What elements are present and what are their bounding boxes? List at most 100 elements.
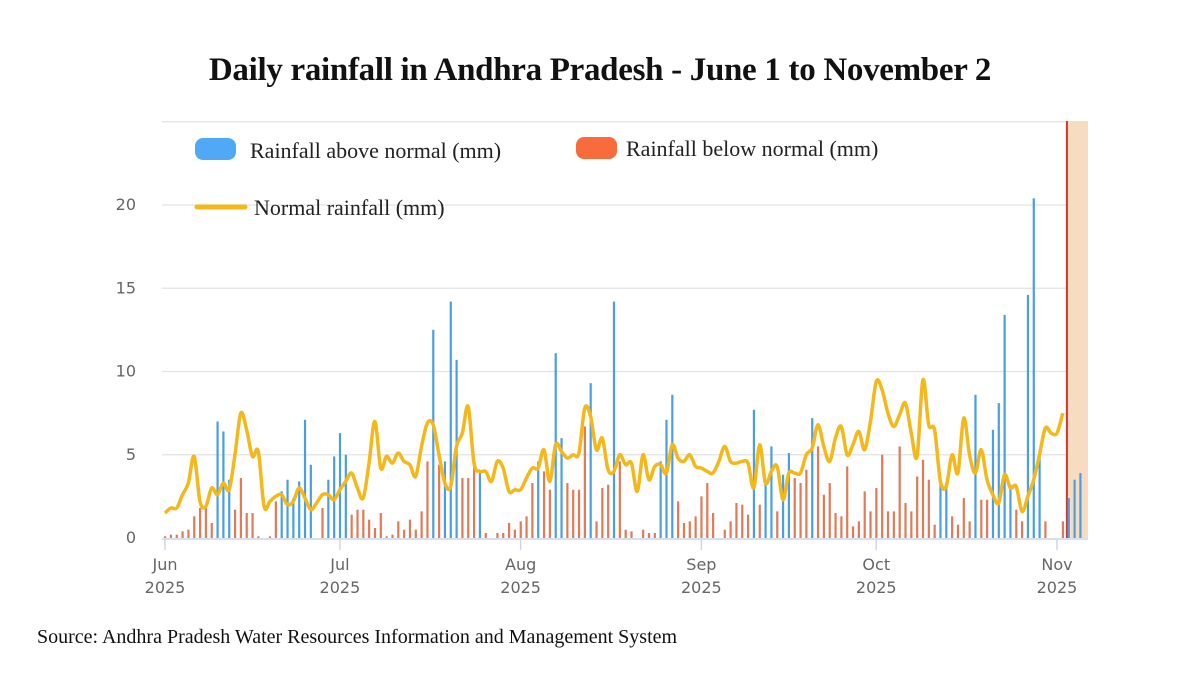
bar-above-normal [671, 394, 674, 538]
bar-below-normal [362, 509, 365, 538]
bar-above-normal [945, 483, 948, 538]
bar-above-normal [811, 418, 814, 538]
bar-below-normal [496, 533, 499, 538]
bar-below-normal [507, 523, 511, 538]
bar-above-normal [939, 479, 942, 538]
bar-above-normal [1073, 479, 1076, 538]
x-tick-label: Aug [505, 555, 536, 574]
bar-above-normal [1026, 294, 1030, 538]
bar-below-normal [233, 509, 237, 538]
bar-above-normal [787, 453, 791, 538]
legend: Rainfall above normal (mm) Rainfall belo… [194, 136, 878, 220]
bar-below-normal [268, 536, 272, 538]
bar-above-normal [303, 419, 307, 538]
legend-swatch-below[interactable] [576, 137, 617, 159]
bar-below-normal [321, 508, 324, 538]
bar-above-normal [344, 454, 347, 538]
bar-below-normal [397, 521, 400, 538]
bar-below-normal [840, 516, 843, 538]
bar-below-normal [583, 426, 586, 538]
bar-below-normal [986, 499, 989, 538]
bar-below-normal [169, 534, 173, 538]
legend-label-below[interactable]: Rainfall below normal (mm) [626, 136, 878, 161]
bar-below-normal [251, 513, 254, 538]
bar-below-normal [519, 521, 522, 538]
bar-below-normal [198, 508, 202, 538]
normal-rainfall-line [163, 378, 1065, 515]
bar-below-normal [956, 524, 960, 538]
bar-above-normal [280, 491, 283, 538]
bar-below-normal [857, 521, 860, 538]
bar-below-normal [793, 478, 796, 538]
y-axis-ticks: 0 5 10 15 20 [116, 195, 136, 547]
bar-below-normal [968, 521, 971, 538]
bar-below-normal [566, 483, 569, 538]
bar-below-normal [403, 529, 406, 538]
bar-below-normal [350, 514, 353, 538]
bar-below-normal [933, 524, 936, 538]
bar-below-normal [863, 491, 866, 538]
bar-below-normal [980, 499, 983, 538]
bar-above-normal [286, 479, 289, 538]
bar-below-normal [210, 523, 213, 538]
bar-above-normal [560, 438, 563, 538]
bar-below-normal [239, 478, 242, 538]
bar-below-normal [642, 529, 645, 538]
legend-label-normal[interactable]: Normal rainfall (mm) [254, 195, 445, 220]
bar-below-normal [1015, 509, 1018, 538]
bar-below-normal [694, 516, 697, 538]
x-axis: Jun 2025 Jul 2025 Aug 2025 Sep 2025 Oct 2025 Nov 20… [145, 538, 1088, 597]
bar-below-normal [513, 529, 516, 538]
rainfall-bars [164, 198, 1082, 538]
bar-below-normal [595, 521, 598, 538]
bar-below-normal [630, 531, 633, 538]
bar-below-normal [816, 446, 820, 538]
bar-above-normal [659, 461, 662, 538]
bar-below-normal [846, 466, 849, 538]
y-tick-label: 20 [116, 195, 136, 214]
gridlines [162, 121, 1088, 456]
y-tick-label: 5 [126, 445, 136, 464]
bar-below-normal [822, 494, 825, 538]
bar-below-normal [1021, 521, 1024, 538]
bar-below-normal [379, 513, 382, 538]
bar-below-normal [741, 504, 744, 538]
bar-below-normal [904, 503, 907, 538]
bar-above-normal [432, 329, 435, 538]
bar-below-normal [274, 501, 277, 538]
bar-above-normal [997, 403, 1000, 538]
bar-above-normal [443, 461, 447, 538]
bar-below-normal [706, 483, 709, 538]
bar-below-normal [193, 516, 196, 538]
bar-above-normal [338, 433, 342, 538]
x-tick-year: 2025 [856, 578, 897, 597]
y-tick-label: 0 [126, 528, 136, 547]
bar-below-normal [834, 513, 837, 538]
bar-below-normal [577, 489, 581, 538]
bar-below-normal [927, 479, 930, 538]
bar-above-normal [781, 474, 785, 538]
bar-below-normal [747, 514, 750, 538]
legend-label-above[interactable]: Rainfall above normal (mm) [250, 138, 501, 163]
bar-below-normal [869, 511, 872, 538]
bar-below-normal [962, 498, 965, 538]
y-tick-label: 15 [116, 278, 136, 297]
bar-below-normal [653, 533, 656, 538]
bar-below-normal [467, 478, 470, 538]
bar-below-normal [368, 519, 371, 538]
legend-swatch-above[interactable] [195, 138, 236, 160]
source-note: Source: Andhra Pradesh Water Resources I… [37, 626, 678, 648]
y-tick-label: 10 [116, 362, 136, 381]
bar-above-normal [478, 471, 482, 538]
bar-above-normal [292, 498, 295, 538]
normal-rainfall-series [163, 378, 1065, 515]
bar-above-normal [1032, 198, 1035, 538]
bar-below-normal [898, 446, 901, 538]
bar-below-normal [886, 511, 890, 538]
bar-below-normal [175, 534, 178, 538]
bar-below-normal [758, 504, 761, 538]
bar-below-normal [245, 513, 248, 538]
bar-below-normal [723, 529, 726, 538]
bar-above-normal [449, 301, 452, 538]
x-tick-year: 2025 [145, 578, 186, 597]
